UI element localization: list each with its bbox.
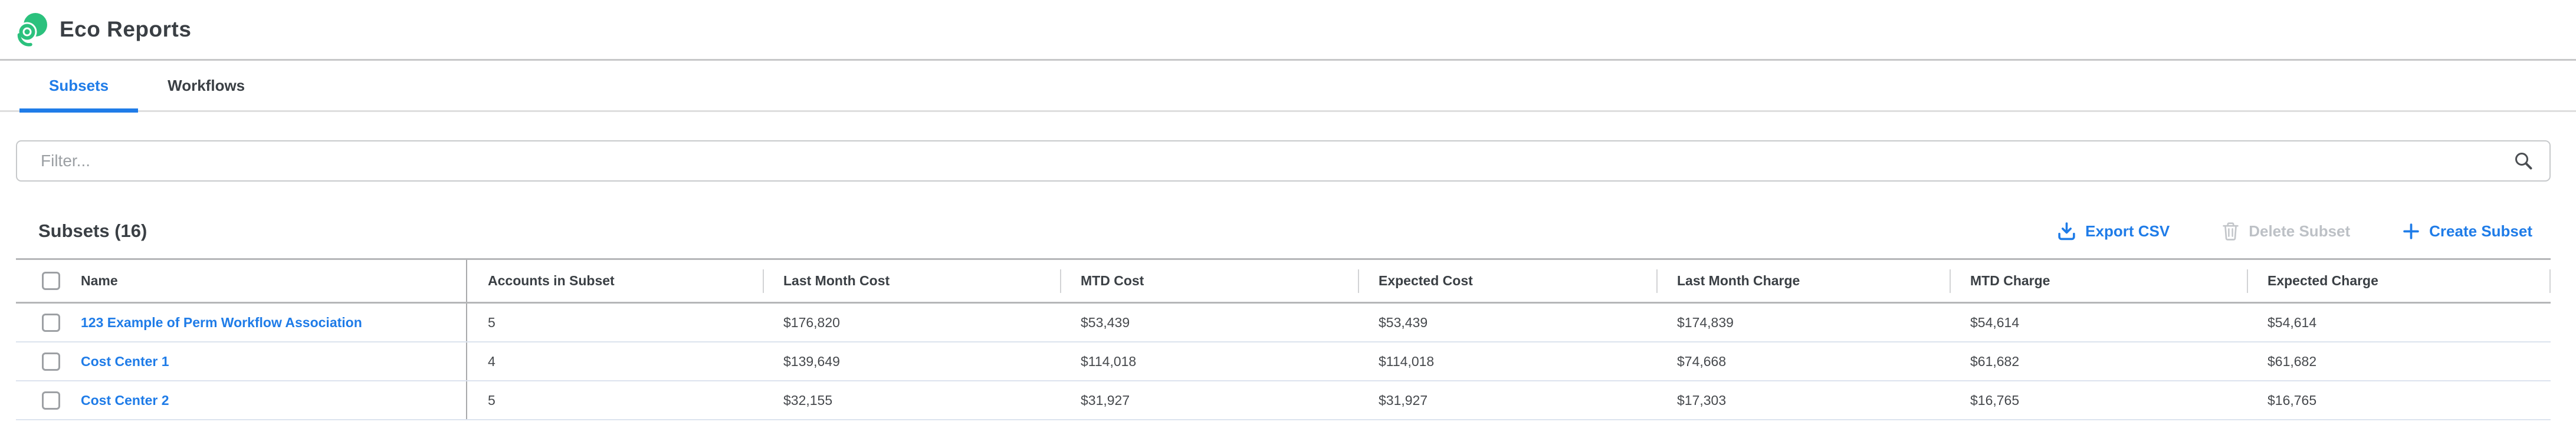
tab-subsets-label: Subsets — [49, 77, 109, 95]
cell-last-month-charge: $74,668 — [1656, 342, 1950, 380]
table-row: Cost Center 2 5 $32,155 $31,927 $31,927 … — [16, 381, 2551, 420]
cell-mtd-cost: $31,927 — [1060, 381, 1358, 419]
subsets-table: Name Accounts in Subset Last Month Cost … — [16, 258, 2551, 420]
cell-accounts: 5 — [466, 304, 763, 341]
cell-last-month-cost: $176,820 — [763, 304, 1060, 341]
cell-last-month-charge: $17,303 — [1656, 381, 1950, 419]
delete-subset-label: Delete Subset — [2249, 222, 2350, 240]
column-header-last-month-charge: Last Month Charge — [1656, 260, 1950, 302]
column-header-expected-cost: Expected Cost — [1358, 260, 1656, 302]
cell-name: Cost Center 2 — [16, 381, 466, 419]
cell-last-month-cost: $139,649 — [763, 342, 1060, 380]
tab-subsets[interactable]: Subsets — [19, 61, 138, 110]
delete-subset-button[interactable]: Delete Subset — [2221, 222, 2350, 241]
cell-expected-charge: $54,614 — [2247, 304, 2551, 341]
subset-link[interactable]: 123 Example of Perm Workflow Association — [81, 315, 362, 331]
cell-last-month-charge: $174,839 — [1656, 304, 1950, 341]
cell-expected-cost: $114,018 — [1358, 342, 1656, 380]
eco-logo-icon — [16, 12, 48, 47]
tab-bar: Subsets Workflows — [0, 61, 2576, 112]
cell-mtd-cost: $114,018 — [1060, 342, 1358, 380]
cell-mtd-charge: $16,765 — [1950, 381, 2247, 419]
cell-expected-cost: $31,927 — [1358, 381, 1656, 419]
trash-icon — [2221, 222, 2240, 241]
filter-input[interactable] — [17, 141, 2513, 180]
column-header-name: Name — [16, 260, 466, 302]
column-header-expected-charge: Expected Charge — [2247, 260, 2551, 302]
row-checkbox[interactable] — [42, 314, 60, 332]
subset-link[interactable]: Cost Center 1 — [81, 354, 169, 370]
column-header-name-label: Name — [81, 273, 118, 289]
cell-mtd-cost: $53,439 — [1060, 304, 1358, 341]
create-subset-button[interactable]: Create Subset — [2402, 222, 2532, 240]
export-csv-label: Export CSV — [2085, 222, 2170, 240]
table-header-row: Name Accounts in Subset Last Month Cost … — [16, 258, 2551, 304]
select-all-checkbox[interactable] — [42, 272, 60, 290]
cell-expected-cost: $53,439 — [1358, 304, 1656, 341]
column-header-mtd-cost: MTD Cost — [1060, 260, 1358, 302]
cell-expected-charge: $61,682 — [2247, 342, 2551, 380]
cell-name: Cost Center 1 — [16, 342, 466, 380]
tab-workflows-label: Workflows — [168, 77, 245, 95]
cell-name: 123 Example of Perm Workflow Association — [16, 304, 466, 341]
subset-link[interactable]: Cost Center 2 — [81, 393, 169, 408]
cell-accounts: 4 — [466, 342, 763, 380]
create-subset-label: Create Subset — [2429, 222, 2532, 240]
download-icon — [2057, 222, 2076, 241]
search-icon — [2513, 150, 2534, 172]
cell-accounts: 5 — [466, 381, 763, 419]
plus-icon — [2402, 222, 2420, 240]
table-row: 123 Example of Perm Workflow Association… — [16, 304, 2551, 342]
cell-last-month-cost: $32,155 — [763, 381, 1060, 419]
action-buttons: Export CSV Delete Subset Create Subset — [2057, 222, 2532, 241]
table-row: Cost Center 1 4 $139,649 $114,018 $114,0… — [16, 342, 2551, 381]
page-title: Eco Reports — [60, 17, 191, 42]
row-checkbox[interactable] — [42, 352, 60, 371]
row-checkbox[interactable] — [42, 391, 60, 410]
filter-box — [16, 140, 2551, 182]
column-header-accounts-in-subset: Accounts in Subset — [466, 260, 763, 302]
cell-mtd-charge: $61,682 — [1950, 342, 2247, 380]
tab-workflows[interactable]: Workflows — [138, 61, 274, 110]
cell-mtd-charge: $54,614 — [1950, 304, 2247, 341]
export-csv-button[interactable]: Export CSV — [2057, 222, 2170, 241]
cell-expected-charge: $16,765 — [2247, 381, 2551, 419]
column-header-mtd-charge: MTD Charge — [1950, 260, 2247, 302]
section-header: Subsets (16) Export CSV Delete Subset — [16, 220, 2532, 242]
subsets-count-heading: Subsets (16) — [38, 220, 147, 242]
app-header: Eco Reports — [0, 0, 2576, 61]
column-header-last-month-cost: Last Month Cost — [763, 260, 1060, 302]
